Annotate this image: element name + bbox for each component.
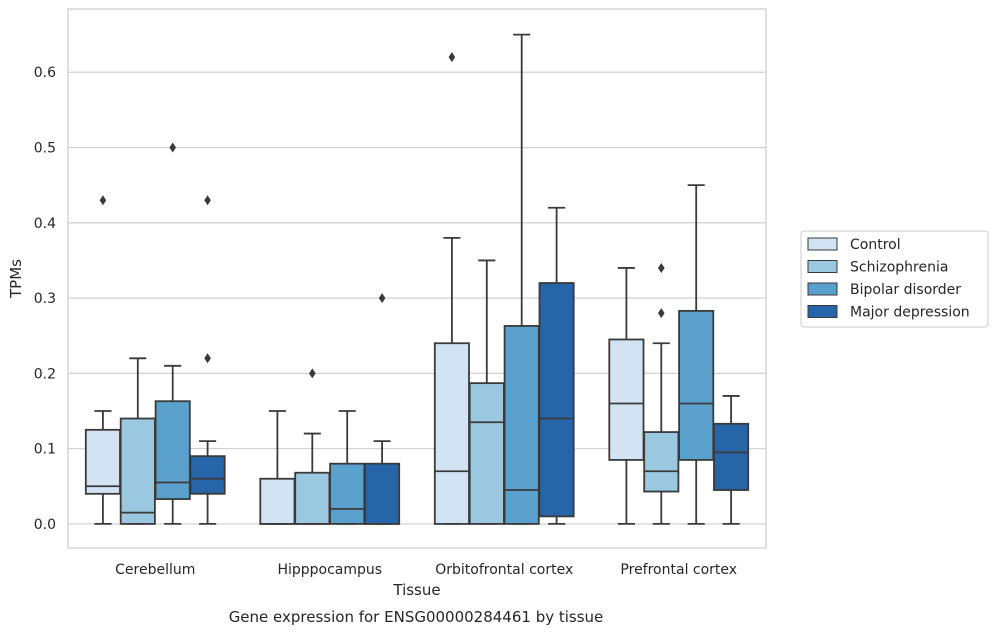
legend: Control Schizophrenia Bipolar disorder Majo… — [800, 230, 989, 328]
iqr-box — [503, 325, 540, 525]
y-tick-label: 0.3 — [34, 291, 56, 307]
outlier-marker — [448, 52, 456, 63]
x-axis-ticks: Cerebellum Hipppocampus Orbitofrontal cort… — [115, 562, 737, 578]
outlier-marker — [658, 262, 665, 273]
box-plot-boxes — [84, 33, 750, 525]
iqr-box — [538, 282, 575, 518]
x-axis-title: Tissue — [392, 581, 440, 599]
x-tick-label: Orbitofrontal cortex — [435, 562, 573, 578]
box-major-depression — [538, 206, 575, 525]
box-bipolar-disorder — [678, 184, 715, 525]
y-tick-label: 0.0 — [34, 517, 56, 533]
box-schizophrenia — [119, 357, 156, 525]
box-schizophrenia — [643, 262, 680, 525]
box-bipolar-disorder — [329, 410, 366, 525]
x-tick-label: Cerebellum — [115, 562, 195, 578]
iqr-box — [643, 431, 680, 493]
iqr-box — [468, 382, 505, 525]
outlier-marker — [169, 142, 176, 153]
legend-swatch — [807, 237, 838, 251]
box-major-depression — [364, 293, 401, 525]
plot-frame — [67, 8, 767, 549]
legend-swatch — [807, 260, 838, 273]
outlier-marker — [204, 353, 211, 364]
box-bipolar-disorder — [503, 33, 540, 525]
outlier-marker — [658, 308, 665, 319]
legend-swatch — [807, 282, 838, 296]
y-tick-label: 0.5 — [34, 141, 56, 157]
box-control — [608, 267, 645, 525]
box-major-depression — [713, 395, 750, 525]
legend-label: Major depression — [850, 305, 970, 321]
box-control — [84, 195, 121, 525]
box-schizophrenia — [294, 368, 331, 525]
iqr-box — [154, 400, 191, 500]
box-major-depression — [189, 195, 226, 525]
x-tick-label: Hipppocampus — [277, 562, 382, 578]
outlier-marker — [99, 195, 107, 206]
y-tick-label: 0.1 — [34, 442, 56, 458]
iqr-box — [294, 471, 331, 525]
x-tick-label: Prefrontal cortex — [620, 562, 737, 578]
iqr-box — [608, 338, 645, 461]
iqr-box — [433, 342, 470, 525]
outlier-marker — [309, 368, 316, 379]
y-tick-label: 0.2 — [34, 366, 56, 382]
iqr-box — [189, 455, 226, 495]
legend-swatch — [807, 305, 838, 318]
y-axis-ticks: 0.0 0.1 0.2 0.3 0.4 0.5 0.6 — [34, 65, 56, 533]
box-control — [259, 410, 296, 525]
outlier-marker — [204, 195, 211, 206]
legend-label: Schizophrenia — [850, 260, 948, 276]
legend-label: Bipolar disorder — [850, 282, 961, 298]
y-axis-title: TPMs — [7, 259, 25, 299]
iqr-box — [329, 462, 366, 525]
iqr-box — [84, 428, 121, 495]
iqr-box — [364, 462, 401, 525]
iqr-box — [713, 422, 750, 491]
iqr-box — [259, 477, 296, 525]
box-schizophrenia — [468, 259, 505, 525]
box-control — [433, 52, 470, 525]
iqr-box — [678, 309, 715, 461]
y-tick-label: 0.4 — [34, 216, 56, 232]
y-tick-label: 0.6 — [34, 65, 56, 81]
legend-label: Control — [850, 237, 901, 253]
iqr-box — [119, 417, 156, 525]
chart-caption: Gene expression for ENSG00000284461 by t… — [229, 608, 604, 626]
outlier-marker — [378, 293, 386, 304]
legend-frame — [800, 230, 989, 328]
box-bipolar-disorder — [154, 142, 191, 525]
